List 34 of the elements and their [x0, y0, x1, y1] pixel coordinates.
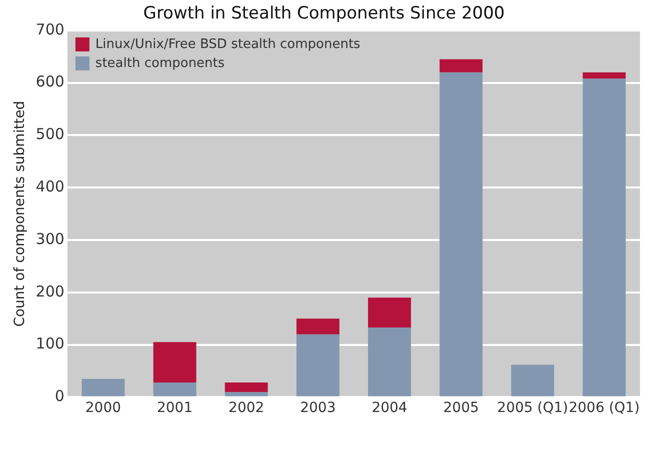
bar	[153, 342, 196, 383]
bar	[296, 334, 340, 396]
legend-label: stealth components	[95, 56, 225, 71]
y-tick-label: 500	[36, 125, 64, 144]
bar	[368, 298, 411, 328]
bar	[511, 364, 554, 396]
x-tick-label: 2006 (Q1)	[568, 400, 640, 416]
bar	[82, 378, 125, 396]
x-tick-label: 2001	[156, 400, 193, 416]
y-axis-title: Count of components submitted	[12, 100, 28, 327]
bar	[224, 382, 268, 392]
x-tick-label: 2005 (Q1)	[497, 400, 568, 416]
x-tick-label: 2000	[85, 400, 122, 416]
y-tick-label: 100	[36, 334, 64, 353]
x-tick-label: 2003	[300, 400, 336, 416]
y-tick-label: 0	[54, 387, 64, 406]
bar	[296, 318, 340, 334]
chart-title: Growth in Stealth Components Since 2000	[143, 4, 505, 24]
bar	[153, 382, 196, 396]
bar	[582, 72, 626, 79]
x-tick-label: 2004	[372, 400, 408, 416]
y-tick-label: 600	[36, 72, 64, 91]
y-tick-label: 300	[36, 230, 64, 248]
legend-label: Linux/Unix/Free BSD stealth components	[95, 36, 361, 52]
bar	[440, 72, 483, 396]
x-tick-label: 2002	[228, 400, 264, 416]
y-tick-label: 400	[36, 177, 64, 196]
bar	[440, 59, 483, 72]
bar	[582, 78, 626, 396]
y-tick-label: 200	[36, 282, 64, 300]
y-tick-label: 700	[36, 20, 64, 38]
x-tick-label: 2005	[443, 400, 479, 416]
bar	[368, 328, 411, 396]
bar	[224, 392, 268, 396]
